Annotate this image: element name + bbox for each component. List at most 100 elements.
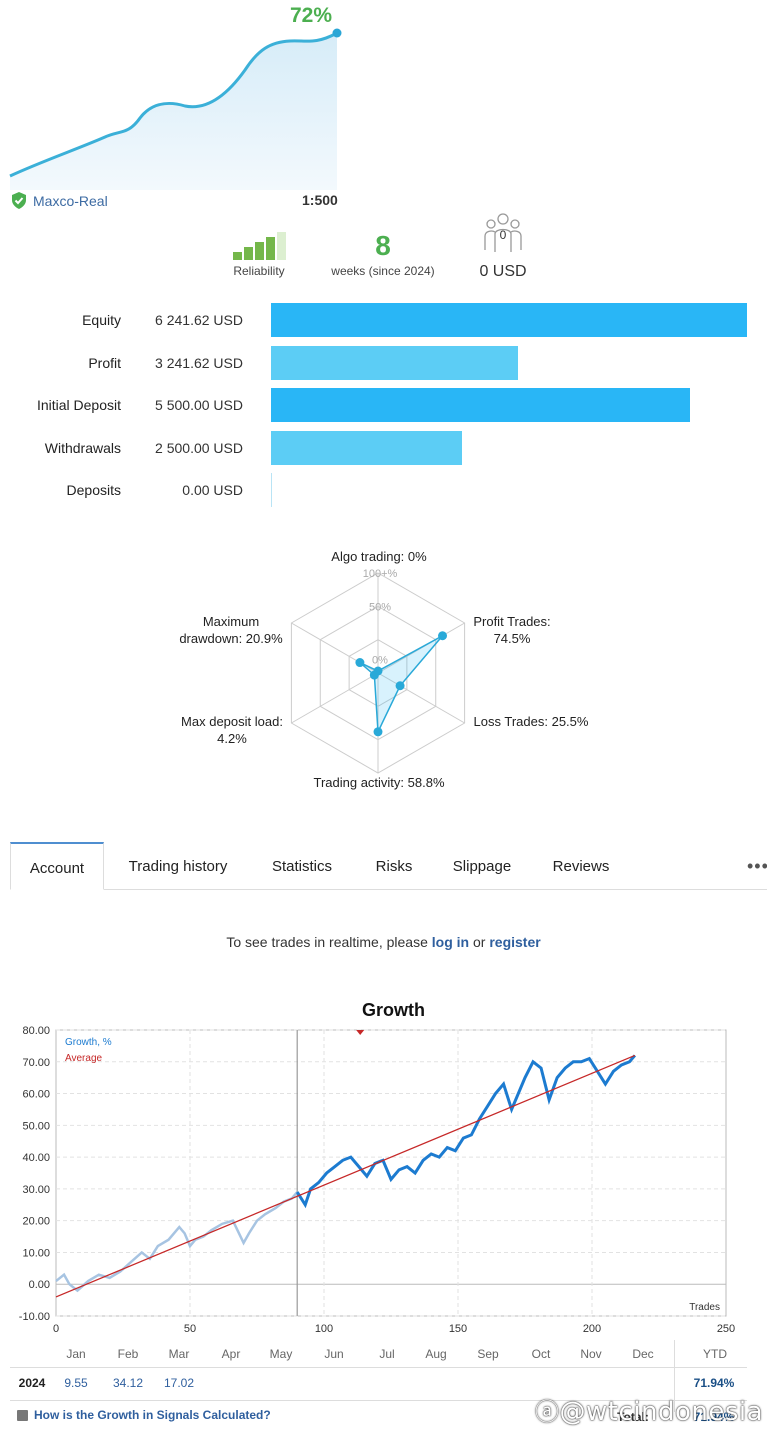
growth-sparkline: [9, 28, 342, 190]
ytd-value: 71.94%: [693, 1376, 735, 1390]
table-divider: [674, 1340, 675, 1412]
summary-stats: Reliability 8 weeks (since 2024) 0 0 USD: [0, 212, 767, 287]
month-header: Jul: [379, 1347, 395, 1361]
chart-title: Growth: [362, 1000, 425, 1020]
total-value: 71.94%: [693, 1410, 735, 1424]
reliability-label: Reliability: [233, 264, 285, 278]
weeks-count: 8: [375, 230, 391, 261]
x-tick-label: 250: [717, 1323, 735, 1335]
reliability-bars-icon: [228, 232, 290, 260]
month-header: Jan: [66, 1347, 86, 1361]
growth-faq-link[interactable]: How is the Growth in Signals Calculated?: [17, 1408, 271, 1422]
weeks-label: weeks (since 2024): [331, 264, 435, 278]
month-header: Mar: [168, 1347, 190, 1361]
tab-risks[interactable]: Risks: [375, 858, 413, 875]
register-link[interactable]: register: [489, 934, 541, 950]
weeks-indicator: 8 weeks (since 2024): [322, 230, 444, 278]
y-tick-label: 40.00: [22, 1152, 50, 1164]
x-tick-label: 0: [53, 1323, 59, 1335]
balance-value: 3 241.62 USD: [155, 354, 243, 371]
balance-label: Deposits: [66, 482, 121, 498]
broker-name: Maxco-Real: [33, 192, 108, 209]
y-tick-label: 80.00: [22, 1025, 50, 1037]
radar-scale-label: 0%: [372, 655, 388, 667]
radar-point: [438, 631, 448, 641]
y-tick-label: 50.00: [22, 1120, 50, 1132]
growth-percentage: 72%: [290, 4, 333, 27]
y-tick-label: 30.00: [22, 1184, 50, 1196]
tab-slippage[interactable]: Slippage: [452, 858, 512, 875]
radar-chart: 100+% 50% 0%: [290, 568, 466, 774]
year-label: 2024: [18, 1376, 46, 1390]
radar-axis-label: Trading activity: 58.8%: [313, 775, 445, 790]
tab-bar: Account Trading history Statistics Risks…: [10, 842, 767, 890]
radar-point: [369, 670, 379, 680]
balance-bar: [271, 345, 518, 380]
balance-value: 0.00 USD: [182, 482, 243, 498]
x-tick-label: 150: [449, 1323, 467, 1335]
month-header: May: [269, 1347, 293, 1361]
balance-value: 5 500.00 USD: [155, 397, 243, 413]
month-header: Dec: [632, 1347, 654, 1361]
month-header: Feb: [117, 1347, 139, 1361]
ytd-header: YTD: [703, 1347, 727, 1361]
balance-value: 2 500.00 USD: [155, 439, 243, 456]
subscribers-indicator[interactable]: 0 0 USD: [470, 212, 536, 281]
month-header: Aug: [425, 1347, 447, 1361]
y-tick-label: 60.00: [22, 1089, 50, 1101]
marker-triangle: [356, 1030, 365, 1035]
month-growth-value: 9.55: [64, 1376, 88, 1390]
reliability-indicator[interactable]: Reliability: [228, 232, 290, 278]
month-header: Nov: [580, 1347, 602, 1361]
x-axis-label: Trades: [689, 1302, 720, 1313]
balance-label: Withdrawals: [44, 439, 121, 456]
watermark-text: ⓐ@wtcindonesia: [535, 1397, 764, 1427]
threads-icon: ⓐ: [535, 1398, 560, 1426]
radar-axis-label: Max deposit load: 4.2%: [181, 714, 283, 746]
month-header: Oct: [531, 1347, 551, 1361]
month-header: Sep: [477, 1347, 499, 1361]
radar-point: [373, 727, 383, 737]
subscribers-count: 0: [500, 228, 507, 242]
month-growth-value: 17.02: [163, 1376, 195, 1390]
tab-statistics[interactable]: Statistics: [271, 858, 332, 875]
legend-average: Average: [65, 1053, 103, 1064]
realtime-or: or: [472, 934, 486, 950]
subscribers-icon: 0: [484, 213, 522, 252]
tab-trading-history[interactable]: Trading history: [128, 858, 228, 875]
plot-area: [55, 1029, 727, 1317]
radar-axis-label: Algo trading: 0%: [331, 549, 427, 564]
legend-growth: Growth, %: [65, 1037, 112, 1048]
balance-value: 6 241.62 USD: [155, 312, 243, 328]
subscribers-value: 0 USD: [479, 263, 527, 280]
y-tick-label: -10.00: [19, 1311, 50, 1323]
radar-point: [355, 658, 365, 668]
radar-axis: [377, 672, 465, 724]
table-divider: [10, 1367, 747, 1368]
x-tick-label: 100: [315, 1323, 333, 1335]
login-link[interactable]: log in: [431, 934, 470, 950]
month-growth-value: 34.12: [112, 1376, 144, 1390]
tab-account[interactable]: Account: [10, 842, 104, 890]
table-divider: [10, 1400, 747, 1401]
month-header: Jun: [324, 1347, 344, 1361]
month-header: Apr: [221, 1347, 241, 1361]
broker-link[interactable]: Maxco-Real: [11, 192, 108, 209]
shield-check-icon: [12, 192, 26, 209]
balance-label: Initial Deposit: [36, 397, 121, 413]
radar-scale-label: 50%: [369, 601, 391, 613]
tab-reviews[interactable]: Reviews: [552, 858, 610, 875]
balance-bar: [271, 473, 272, 507]
growth-chart: 80.00 70.00 60.00 50.00 40.00 30.00 20.00 10.00…: [19, 1025, 735, 1335]
balance-bar: [271, 388, 690, 422]
more-menu-icon[interactable]: •••: [747, 856, 767, 876]
radar-axis-label: Maximum drawdown: 20.9%: [179, 614, 283, 646]
balance-label: Equity: [82, 312, 121, 328]
growth-line: [295, 1054, 637, 1209]
average-line: [55, 1054, 636, 1298]
growth-line-history: [55, 1191, 299, 1293]
x-tick-label: 50: [184, 1323, 196, 1335]
balance-bar: [271, 303, 747, 337]
x-tick-label: 200: [583, 1323, 601, 1335]
total-label: Total:: [617, 1410, 649, 1424]
